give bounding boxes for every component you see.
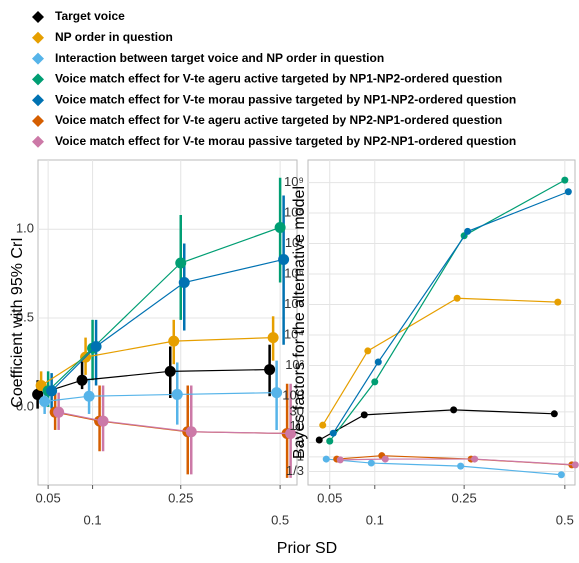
panel [307,159,576,486]
series-line [40,336,274,387]
y-tick-label: 10⁵ [284,296,304,311]
point [264,364,276,376]
point [46,385,58,397]
point [322,455,330,463]
y-tick-label: 10³ [285,357,304,372]
point [185,426,197,438]
series-line [51,258,284,392]
y-tick-label: 10⁴ [284,326,304,341]
y-tick-label: 0.5 [16,309,34,324]
y-axis-label: Bayes factors for the alternative model [291,186,308,459]
legend-label: Voice match effect for V-te ageru active… [55,113,502,127]
point [97,415,109,427]
series-line [44,392,277,403]
y-axis-label: Coefficient with 95% CrI [9,237,26,407]
legend-label: Voice match effect for V-te ageru active… [55,72,502,86]
point [561,176,569,184]
x-tick-label: 0.5 [556,512,574,527]
point [360,411,368,419]
legend-marker [32,31,44,44]
point [364,347,372,355]
legend-marker [32,11,44,23]
series-line [37,368,270,395]
point [278,253,290,265]
y-tick-label: 0.0 [16,398,34,413]
legend-label: Voice match effect for V-te morau passiv… [55,92,516,106]
series-line [58,411,291,435]
point [457,462,465,470]
legend-label: Target voice [55,9,125,23]
y-tick-label: 1.0 [16,221,34,236]
y-tick-label: 1 [297,448,304,463]
point [319,421,327,429]
point [271,387,283,399]
y-tick-label: 10⁶ [284,265,304,280]
point [471,455,479,463]
point [453,294,461,302]
legend-marker [32,115,44,127]
panel [37,159,298,486]
point [326,437,334,445]
x-tick-label: 0.05 [35,490,60,505]
series-line [318,409,555,441]
point [374,358,382,366]
point [557,471,565,479]
legend-label: Voice match effect for V-te morau passiv… [55,134,516,148]
series-line [329,179,566,442]
point [285,427,297,439]
legend-label: NP order in question [55,30,173,44]
legend-marker [32,94,44,107]
point [550,410,558,418]
x-tick-label: 0.25 [451,490,476,505]
point [329,429,337,437]
x-tick-label: 0.25 [168,490,193,505]
point [76,374,88,386]
y-tick-label: 10⁹ [284,174,304,189]
x-tick-label: 0.1 [84,512,102,527]
y-tick-label: 100 [282,387,304,402]
point [464,227,472,235]
point [336,456,344,464]
x-tick-label: 0.05 [317,490,342,505]
point [274,221,286,233]
point [554,298,562,306]
point [450,406,458,414]
legend-label: Interaction between target voice and NP … [55,51,384,65]
point [571,461,579,469]
point [175,257,187,269]
y-tick-label: 3 [297,434,304,449]
point [267,332,279,344]
point [32,388,44,400]
y-tick-label: 10 [290,418,304,433]
point [83,390,95,402]
y-tick-label: 30 [290,403,304,418]
x-axis-label: Prior SD [277,540,337,557]
legend-marker [32,52,44,65]
point [90,340,102,352]
point [39,396,51,408]
point [315,436,323,444]
series-line [326,458,562,476]
point [53,406,65,418]
point [171,388,183,400]
series-line [47,226,281,392]
y-tick-label: 10⁸ [284,204,304,219]
point [367,459,375,467]
legend-marker [32,135,44,148]
point [371,378,379,386]
point [381,455,389,463]
x-tick-label: 0.1 [366,512,384,527]
point [168,335,180,347]
point [564,188,572,196]
point [164,365,176,377]
y-tick-label: 10⁷ [285,235,304,250]
legend-marker [32,73,44,86]
x-tick-label: 0.5 [271,512,289,527]
series-line [322,297,558,426]
series-line [340,458,576,466]
point [178,277,190,289]
y-tick-label: 1/3 [286,463,304,478]
series-line [332,191,569,434]
